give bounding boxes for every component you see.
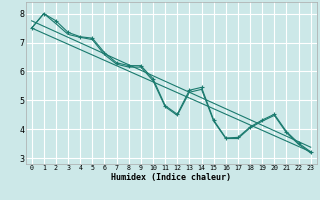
X-axis label: Humidex (Indice chaleur): Humidex (Indice chaleur) (111, 173, 231, 182)
